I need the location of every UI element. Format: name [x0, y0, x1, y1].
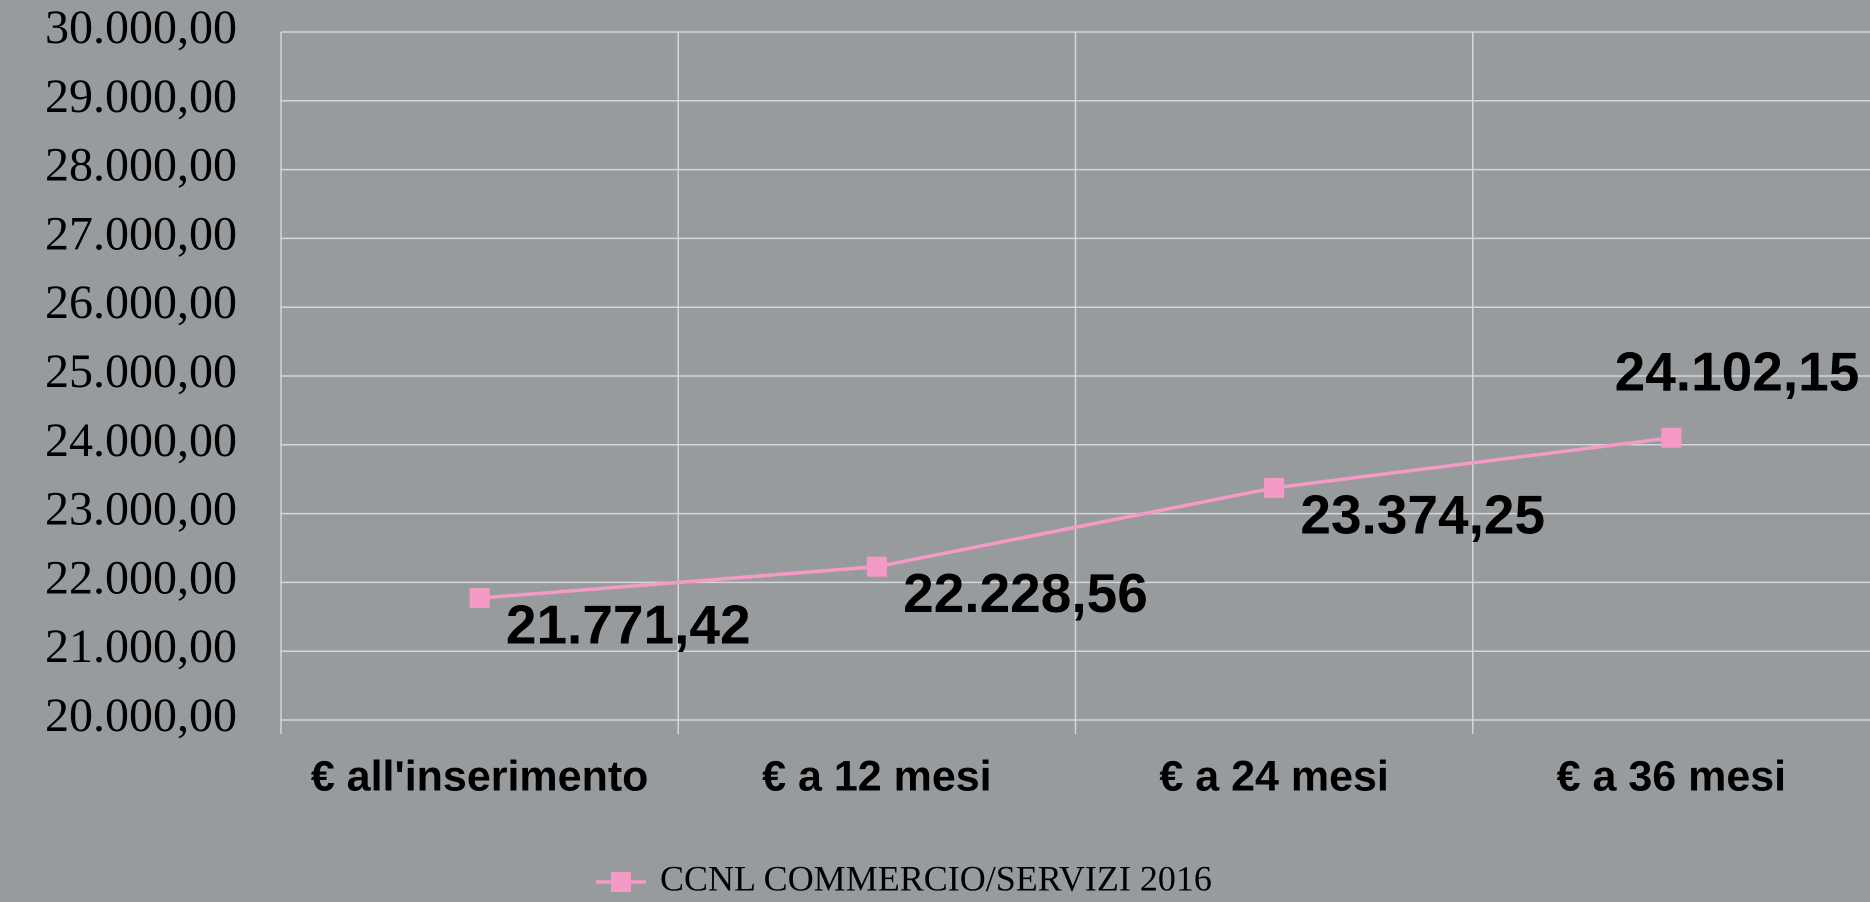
marker: [867, 557, 887, 577]
y-tick-label: 28.000,00: [45, 139, 237, 192]
legend-label: CCNL COMMERCIO/SERVIZI 2016: [660, 858, 1212, 898]
data-label: 22.228,56: [903, 562, 1148, 624]
data-label: 21.771,42: [506, 594, 751, 656]
chart: 20.000,00 21.000,00 22.000,00 23.000,00 24.0…: [0, 0, 1870, 902]
y-tick-label: 24.000,00: [45, 414, 237, 467]
y-tick-label: 22.000,00: [45, 551, 237, 604]
marker: [1264, 478, 1284, 498]
marker: [470, 588, 490, 608]
y-tick-label: 25.000,00: [45, 345, 237, 398]
x-tick-label: € a 12 mesi: [762, 752, 992, 800]
y-tick-label: 30.000,00: [45, 1, 237, 54]
y-tick-label: 23.000,00: [45, 483, 237, 536]
x-tick-label: € all'inserimento: [311, 752, 649, 800]
y-tick-label: 26.000,00: [45, 276, 237, 329]
legend-marker: [611, 872, 631, 892]
data-label: 24.102,15: [1615, 340, 1860, 402]
x-tick-label: € a 24 mesi: [1159, 752, 1389, 800]
y-tick-label: 29.000,00: [45, 70, 237, 123]
marker: [1661, 428, 1681, 448]
y-tick-label: 27.000,00: [45, 207, 237, 260]
y-tick-label: 21.000,00: [45, 620, 237, 673]
y-tick-label: 20.000,00: [45, 689, 237, 742]
data-label: 23.374,25: [1300, 483, 1545, 545]
x-tick-label: € a 36 mesi: [1557, 752, 1787, 800]
page: 20.000,00 21.000,00 22.000,00 23.000,00 24.0…: [0, 0, 1870, 902]
